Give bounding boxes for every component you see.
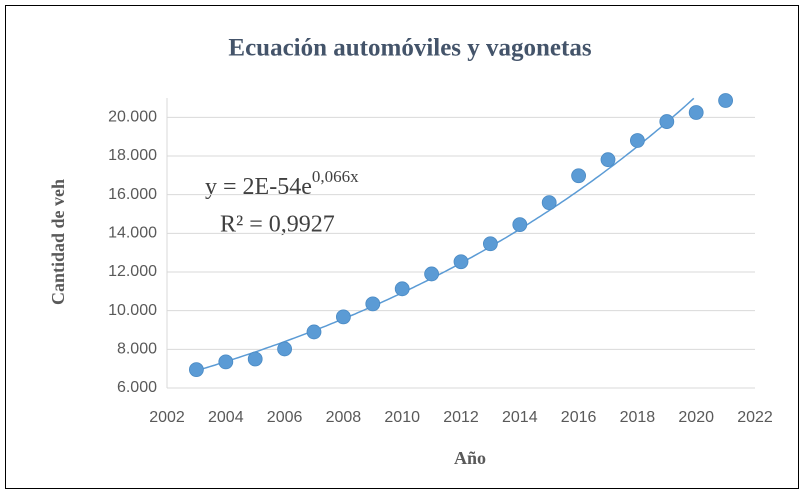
y-tick-label: 16.000 bbox=[108, 186, 157, 203]
x-tick-label: 2006 bbox=[267, 409, 303, 426]
equation-exponent: 0,066x bbox=[312, 167, 359, 186]
point bbox=[630, 133, 645, 148]
x-tick-label: 2008 bbox=[326, 409, 362, 426]
point bbox=[718, 93, 733, 108]
point bbox=[600, 152, 616, 168]
y-tick-label: 18.000 bbox=[108, 147, 157, 164]
y-tick-label: 12.000 bbox=[108, 263, 157, 280]
point bbox=[453, 254, 469, 270]
point bbox=[365, 296, 381, 312]
trendline bbox=[196, 97, 695, 372]
x-tick-label: 2002 bbox=[149, 409, 185, 426]
point bbox=[188, 362, 204, 378]
point bbox=[424, 266, 440, 282]
point bbox=[394, 281, 410, 297]
y-tick-label: 8.000 bbox=[117, 341, 157, 358]
y-axis-title: Cantidad de veh bbox=[48, 179, 68, 305]
point bbox=[277, 341, 293, 357]
x-axis-title: Año bbox=[454, 448, 486, 468]
chart-frame bbox=[5, 5, 799, 489]
equation-base: y = 2E-54e bbox=[205, 174, 312, 200]
point bbox=[247, 351, 263, 367]
x-tick-label: 2018 bbox=[620, 409, 656, 426]
x-tick-label: 2014 bbox=[502, 409, 538, 426]
point bbox=[571, 168, 586, 184]
x-tick-label: 2020 bbox=[678, 409, 714, 426]
y-tick-label: 14.000 bbox=[108, 225, 157, 242]
x-tick-label: 2010 bbox=[384, 409, 420, 426]
point bbox=[482, 236, 498, 252]
point bbox=[512, 217, 528, 233]
point bbox=[541, 195, 557, 210]
x-tick-label: 2016 bbox=[561, 409, 597, 426]
point bbox=[688, 105, 704, 120]
y-tick-label: 20.000 bbox=[108, 109, 157, 126]
x-tick-label: 2012 bbox=[443, 409, 479, 426]
point bbox=[659, 114, 675, 129]
y-tick-label: 10.000 bbox=[108, 302, 157, 319]
point bbox=[306, 324, 322, 340]
y-tick-label: 6.000 bbox=[117, 379, 157, 396]
trendline-equation: y = 2E-54e0,066x bbox=[205, 167, 359, 200]
chart-title: Ecuación automóviles y vagonetas bbox=[228, 35, 591, 62]
x-tick-label: 2004 bbox=[208, 409, 244, 426]
x-tick-label: 2022 bbox=[737, 409, 773, 426]
point bbox=[218, 354, 234, 370]
point bbox=[335, 309, 351, 325]
